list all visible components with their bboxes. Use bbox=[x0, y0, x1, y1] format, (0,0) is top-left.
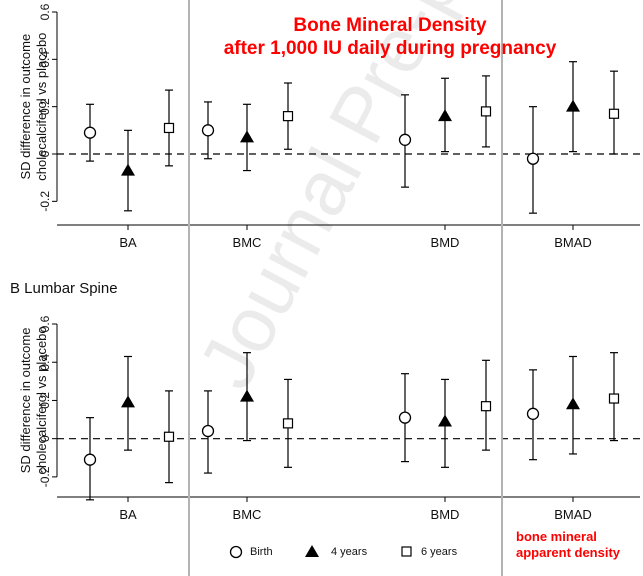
panel-bottom-ylabel-line2: cholecalciferol vs placebo bbox=[34, 326, 49, 474]
panel-top-6-years-bmad-point bbox=[608, 108, 620, 119]
panel-top-ylabel-line2: cholecalciferol vs placebo bbox=[34, 33, 49, 181]
legend-marker-6-years bbox=[401, 546, 412, 557]
panel-bottom-category-label-bmad: BMAD bbox=[554, 507, 592, 522]
panel-bottom-category-label-ba: BA bbox=[119, 507, 137, 522]
panel-label-lumbar-spine: B Lumbar Spine bbox=[10, 280, 118, 297]
panel-top-birth-bmad-point bbox=[526, 152, 540, 165]
panel-top-6-years-bmd-point bbox=[480, 106, 492, 117]
panel-top-category-label-bmd: BMD bbox=[431, 235, 460, 250]
panel-bottom-4-years-bmad-point bbox=[566, 397, 580, 410]
panel-bottom-ytick-label: 0.2 bbox=[38, 392, 52, 409]
panel-bottom-6-years-bmad-point bbox=[608, 393, 620, 404]
panel-top-6-years-ba-point bbox=[163, 122, 175, 134]
panel-bottom-birth-bmc-point bbox=[201, 424, 215, 438]
panel-top-ytick-label: 0.6 bbox=[38, 3, 52, 20]
panel-top-4-years-bmad-point bbox=[566, 99, 580, 112]
legend-marker-4-years bbox=[305, 545, 319, 557]
panel-bottom-ylabel-line1: SD difference in outcome bbox=[18, 328, 33, 474]
legend-label-6-years: 6 years bbox=[421, 546, 458, 558]
panel-top-ylabel-line1: SD difference in outcome bbox=[18, 34, 33, 180]
panel-bottom-ytick-label: -0.2 bbox=[38, 466, 52, 487]
panel-bottom-category-label-bmd: BMD bbox=[431, 507, 460, 522]
panel-bottom-ytick-label: 0 bbox=[38, 435, 52, 442]
panel-bottom-ytick-label: 0.6 bbox=[38, 315, 52, 332]
panel-top-ytick-label: 0 bbox=[38, 150, 52, 157]
panel-top-4-years-ba-point bbox=[121, 163, 135, 176]
bmad-annotation-line1: bone mineral bbox=[516, 529, 597, 544]
panel-top-category-label-bmad: BMAD bbox=[554, 235, 592, 250]
panel-bottom-ytick-label: 0.4 bbox=[38, 354, 52, 371]
panel-bottom-6-years-bmc-point bbox=[282, 418, 294, 429]
panel-bottom-4-years-bmc-point bbox=[240, 389, 254, 402]
chart-title-line2: after 1,000 IU daily during pregnancy bbox=[223, 38, 557, 59]
panel-top-4-years-bmc-point bbox=[240, 130, 254, 143]
panel-top-category-label-bmc: BMC bbox=[233, 235, 262, 250]
legend-label-birth: Birth bbox=[250, 546, 273, 558]
panel-bottom-birth-ba-point bbox=[83, 453, 97, 466]
panel-top-birth-bmd-point bbox=[398, 133, 412, 146]
legend-marker-birth bbox=[229, 545, 243, 559]
panel-bottom-birth-bmd-point bbox=[398, 411, 412, 424]
chart-title-line1: Bone Mineral Density bbox=[293, 15, 487, 36]
bmad-annotation-line2: apparent density bbox=[516, 545, 621, 560]
panel-bottom-category-label-bmc: BMC bbox=[233, 507, 262, 522]
panel-bottom-4-years-ba-point bbox=[121, 395, 135, 408]
panel-top-birth-ba-point bbox=[83, 126, 97, 139]
panel-top-category-label-ba: BA bbox=[119, 235, 137, 250]
panel-top-ytick-label: 0.4 bbox=[38, 51, 52, 68]
panel-bottom-4-years-bmd-point bbox=[438, 414, 452, 427]
panel-bottom-6-years-bmd-point bbox=[480, 401, 492, 412]
panel-top-4-years-bmd-point bbox=[438, 109, 452, 122]
panel-top-ytick-label: -0.2 bbox=[38, 191, 52, 212]
panel-top-ytick-label: 0.2 bbox=[38, 98, 52, 115]
panel-top-6-years-bmc-point bbox=[282, 111, 294, 122]
panel-bottom-birth-bmad-point bbox=[526, 407, 540, 420]
panel-top-birth-bmc-point bbox=[201, 124, 215, 137]
panel-bottom-6-years-ba-point bbox=[163, 431, 175, 442]
legend-label-4-years: 4 years bbox=[331, 546, 368, 558]
